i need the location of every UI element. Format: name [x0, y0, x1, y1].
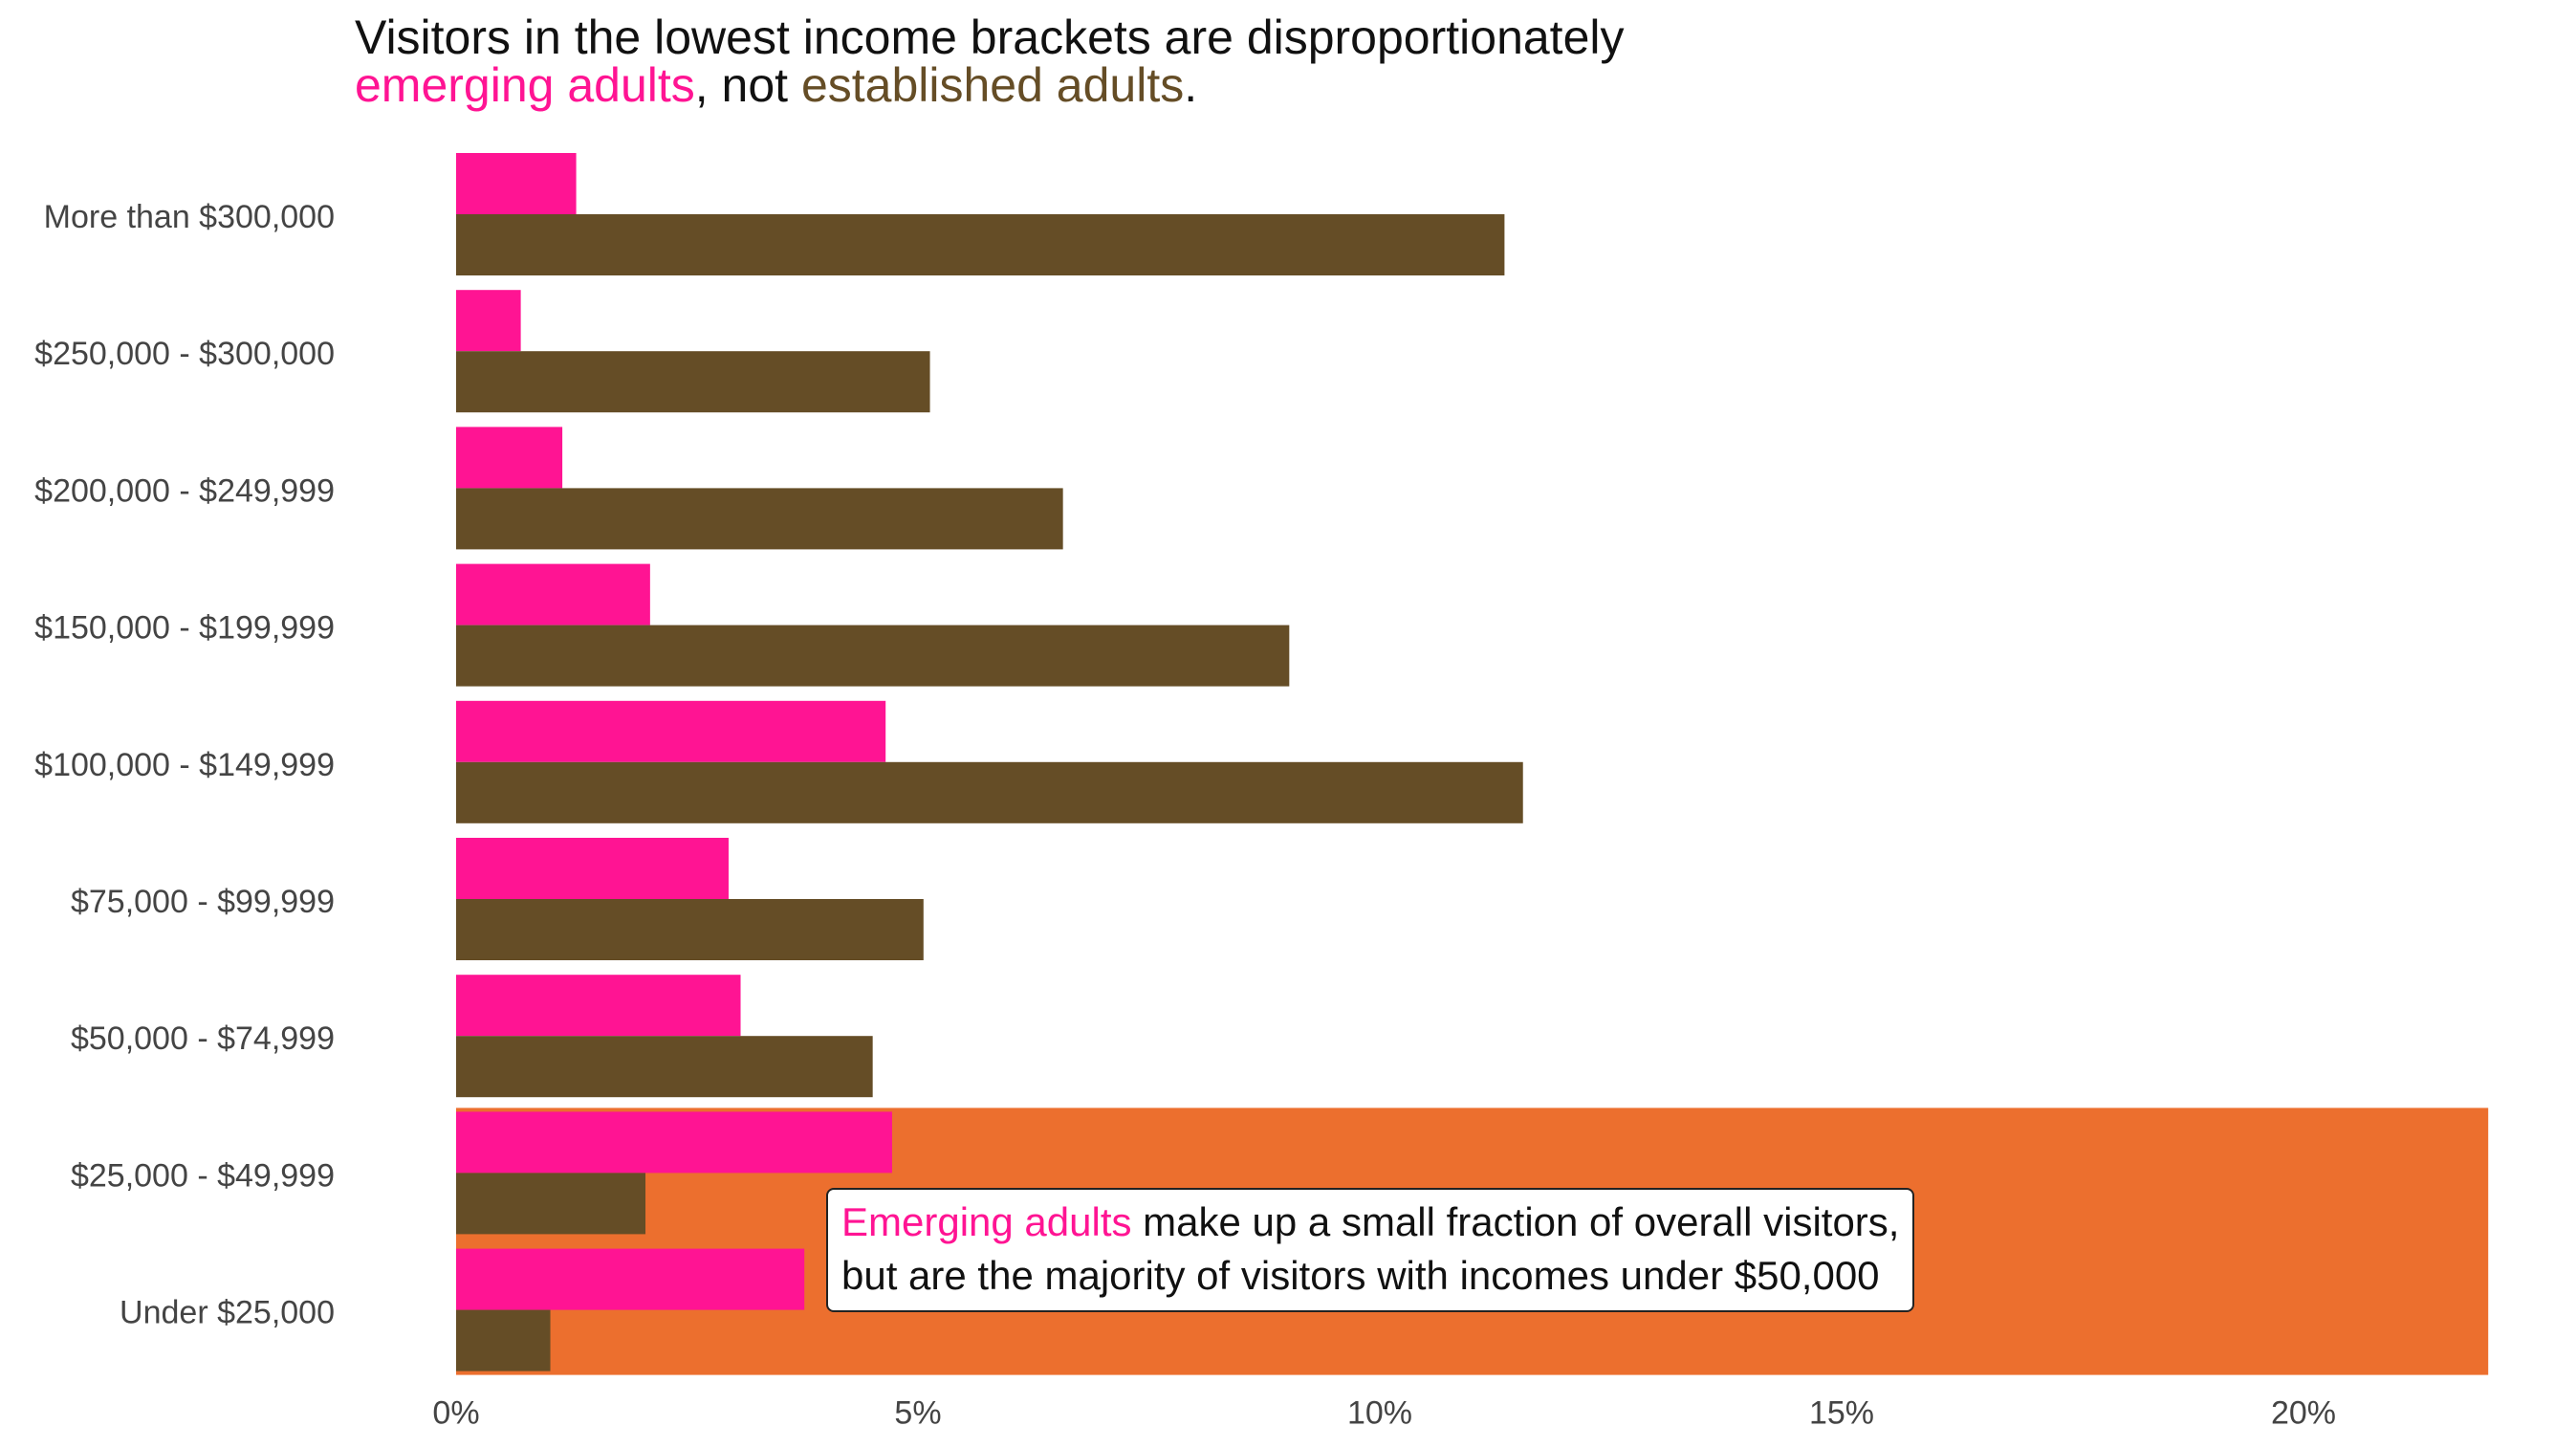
- y-tick-label: $75,000 - $99,999: [71, 884, 335, 920]
- annotation-line-1-text: make up a small fraction of overall visi…: [1131, 1199, 1900, 1244]
- bar-emerging-adults: [456, 1111, 892, 1174]
- chart-title-line-2: emerging adults, not established adults.: [355, 61, 1197, 109]
- bar-emerging-adults: [456, 290, 521, 352]
- bar-established-adults: [456, 625, 1290, 687]
- y-tick-label: Under $25,000: [120, 1295, 335, 1331]
- chart-title-line-1: Visitors in the lowest income brackets a…: [355, 13, 1625, 61]
- chart-title-text: Visitors in the lowest income brackets a…: [355, 11, 1625, 64]
- annotation-box: Emerging adults make up a small fraction…: [826, 1188, 1915, 1312]
- bar-emerging-adults: [456, 563, 650, 625]
- annotation-line-1: Emerging adults make up a small fraction…: [841, 1196, 1899, 1249]
- annotation-emerging-adults: Emerging adults: [841, 1199, 1132, 1244]
- bar-established-adults: [456, 351, 930, 413]
- bar-emerging-adults: [456, 838, 729, 899]
- bar-established-adults: [456, 899, 924, 960]
- annotation-line-2: but are the majority of visitors with in…: [841, 1253, 1880, 1298]
- x-tick-label: 15%: [1809, 1395, 1874, 1432]
- bar-established-adults: [456, 1036, 873, 1098]
- bar-established-adults: [456, 488, 1063, 550]
- x-tick-label: 5%: [894, 1395, 941, 1432]
- y-tick-label: $150,000 - $199,999: [34, 610, 335, 647]
- bar-established-adults: [456, 1173, 646, 1235]
- title-separator: , not: [694, 58, 801, 112]
- bar-emerging-adults: [456, 427, 563, 489]
- bar-emerging-adults: [456, 153, 577, 214]
- y-tick-label: $50,000 - $74,999: [71, 1020, 335, 1057]
- y-tick-label: $25,000 - $49,999: [71, 1157, 335, 1194]
- title-emerging-adults: emerging adults: [355, 58, 695, 112]
- y-tick-label: More than $300,000: [44, 199, 335, 235]
- y-tick-label: $100,000 - $149,999: [34, 747, 335, 783]
- y-tick-label: $200,000 - $249,999: [34, 472, 335, 509]
- bar-emerging-adults: [456, 1248, 805, 1310]
- title-period: .: [1184, 58, 1198, 112]
- x-tick-label: 0%: [432, 1395, 479, 1432]
- bar-emerging-adults: [456, 700, 886, 762]
- x-tick-label: 10%: [1347, 1395, 1412, 1432]
- x-tick-label: 20%: [2271, 1395, 2336, 1432]
- bar-established-adults: [456, 214, 1505, 275]
- y-tick-label: $250,000 - $300,000: [34, 336, 335, 372]
- bar-emerging-adults: [456, 975, 741, 1037]
- bar-established-adults: [456, 1309, 551, 1371]
- title-established-adults: established adults: [800, 58, 1185, 112]
- bar-established-adults: [456, 761, 1523, 823]
